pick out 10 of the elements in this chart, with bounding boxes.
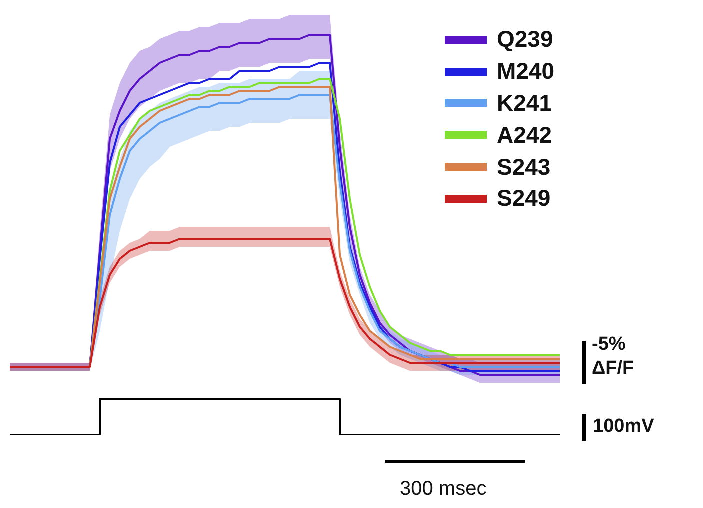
legend-label: K241 — [497, 90, 552, 117]
legend-label: M240 — [497, 58, 555, 86]
legend-label: S249 — [497, 185, 551, 212]
legend-label: Q239 — [497, 26, 554, 54]
text: -5% — [592, 334, 626, 356]
legend-label: A242 — [497, 122, 552, 149]
text: 100mV — [593, 416, 654, 438]
text: ΔF/F — [592, 358, 634, 380]
text: 300 msec — [400, 478, 487, 501]
legend-label: S243 — [497, 154, 551, 181]
